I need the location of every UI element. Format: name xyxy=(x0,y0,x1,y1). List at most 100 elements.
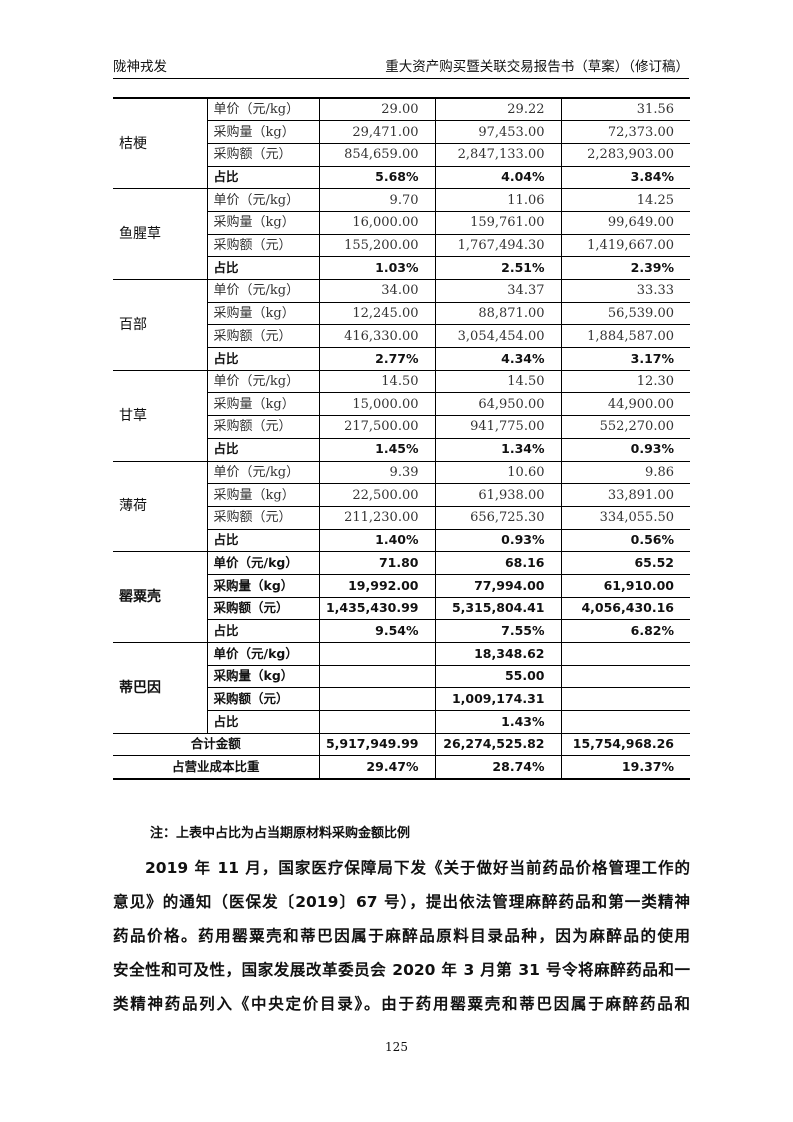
value-cell: 18,348.62 xyxy=(434,642,562,666)
metric-label: 采购量（kg） xyxy=(207,483,320,507)
paragraph-line: 安全性和可及性，国家发展改革委员会 2020 年 3 月第 31 号令将麻醉药品… xyxy=(113,961,690,979)
metric-label: 采购量（kg） xyxy=(207,120,320,144)
table-row: 罂粟壳 单价（元/kg） 71.80 68.16 65.52 xyxy=(113,551,690,643)
value-cell: 1.45% xyxy=(318,437,436,462)
value-cell: 61,910.00 xyxy=(560,573,690,598)
value-cell: 65.52 xyxy=(560,551,690,575)
metric-label: 采购额（元） xyxy=(207,687,320,712)
value-cell: 1,884,587.00 xyxy=(560,324,690,349)
metric-label: 占比 xyxy=(207,165,320,190)
value-cell: 56,539.00 xyxy=(560,301,690,326)
value-cell: 9.70 xyxy=(318,188,436,212)
metric-label: 单价（元/kg） xyxy=(206,460,320,485)
metric-label: 采购额（元） xyxy=(207,233,320,258)
value-cell xyxy=(560,710,690,734)
metric-label: 单价（元/kg） xyxy=(206,279,320,303)
value-cell: 155,200.00 xyxy=(318,233,436,258)
value-cell: 14.50 xyxy=(434,369,562,394)
value-cell: 6.82% xyxy=(560,619,690,643)
paragraph-line: 药品价格。药用罂粟壳和蒂巴因属于麻醉品原料目录品种，因为麻醉品的使用 xyxy=(113,927,690,945)
page-number: 125 xyxy=(385,1040,408,1054)
table-row: 采购额（元） 1,435,430.99 5,315,804.41 4,056,430.… xyxy=(113,596,690,621)
value-cell xyxy=(318,664,436,689)
table-row: 占比 9.54% 7.55% 6.82% xyxy=(113,619,690,643)
value-cell: 68.16 xyxy=(434,551,562,575)
metric-label: 占比 xyxy=(207,619,320,643)
value-cell: 3.84% xyxy=(560,165,690,190)
total-label: 占营业成本比重 xyxy=(113,755,320,780)
value-cell: 9.39 xyxy=(318,460,436,485)
table-row: 甘草 单价（元/kg） 14.50 14.50 12.30 xyxy=(113,369,690,462)
value-cell: 55.00 xyxy=(434,664,562,689)
material-name: 桔梗 xyxy=(113,97,208,190)
value-cell: 97,453.00 xyxy=(434,120,562,144)
metric-label: 采购量（kg） xyxy=(207,392,320,417)
metric-label: 采购额（元） xyxy=(207,142,320,167)
metric-label: 单价（元/kg） xyxy=(206,188,320,212)
value-cell: 217,500.00 xyxy=(318,415,436,439)
material-name: 甘草 xyxy=(113,369,208,462)
value-cell: 9.54% xyxy=(318,619,436,643)
value-cell: 29.22 xyxy=(434,97,562,122)
value-cell: 0.93% xyxy=(434,528,562,553)
metric-label: 采购量（kg） xyxy=(207,301,320,326)
total-value: 15,754,968.26 xyxy=(560,732,690,757)
table-row: 采购额（元） 854,659.00 2,847,133.00 2,283,903.00 xyxy=(113,142,690,167)
value-cell: 5.68% xyxy=(318,165,436,190)
value-cell: 29,471.00 xyxy=(318,120,436,144)
value-cell: 4,056,430.16 xyxy=(560,596,690,621)
header-company: 陇神戎发 xyxy=(113,59,167,75)
value-cell: 0.56% xyxy=(560,528,690,553)
metric-label: 占比 xyxy=(207,528,320,553)
table-row: 占比 1.03% 2.51% 2.39% xyxy=(113,256,690,280)
table-row: 蒂巴因 单价（元/kg） 18,348.62 xyxy=(113,642,690,734)
value-cell: 4.04% xyxy=(434,165,562,190)
value-cell: 19,992.00 xyxy=(318,573,436,598)
value-cell: 552,270.00 xyxy=(560,415,690,439)
table-row: 占比 1.40% 0.93% 0.56% xyxy=(113,528,690,553)
metric-label: 采购额（元） xyxy=(207,505,320,530)
value-cell: 33.33 xyxy=(560,279,690,303)
value-cell: 159,761.00 xyxy=(434,210,562,235)
table-row: 薄荷 单价（元/kg） 9.39 10.60 9.86 xyxy=(113,460,690,553)
table-row: 占比 1.45% 1.34% 0.93% xyxy=(113,437,690,462)
value-cell: 99,649.00 xyxy=(560,210,690,235)
total-value: 29.47% xyxy=(318,755,436,780)
table-row: 鱼腥草 单价（元/kg） 9.70 11.06 14.25 xyxy=(113,188,690,280)
metric-label: 采购量（kg） xyxy=(207,210,320,235)
metric-label: 采购额（元） xyxy=(207,596,320,621)
metric-label: 单价（元/kg） xyxy=(206,642,320,666)
total-row: 占营业成本比重 29.47% 28.74% 19.37% xyxy=(113,755,690,780)
table-row: 采购量（kg） 12,245.00 88,871.00 56,539.00 xyxy=(113,301,690,326)
value-cell: 33,891.00 xyxy=(560,483,690,507)
value-cell: 34.37 xyxy=(434,279,562,303)
table-row: 桔梗 单价（元/kg） 29.00 29.22 31.56 xyxy=(113,97,690,190)
value-cell: 14.25 xyxy=(560,188,690,212)
value-cell: 334,055.50 xyxy=(560,505,690,530)
value-cell: 854,659.00 xyxy=(318,142,436,167)
metric-label: 单价（元/kg） xyxy=(206,369,320,394)
table-row: 采购额（元） 211,230.00 656,725.30 334,055.50 xyxy=(113,505,690,530)
value-cell: 2.51% xyxy=(434,256,562,280)
value-cell: 4.34% xyxy=(434,347,562,371)
total-label: 合计金额 xyxy=(113,732,320,757)
material-name: 百部 xyxy=(113,279,208,371)
table-row: 百部 单价（元/kg） 34.00 34.37 33.33 xyxy=(113,279,690,371)
total-value: 28.74% xyxy=(434,755,562,780)
value-cell: 1,767,494.30 xyxy=(434,233,562,258)
total-value: 19.37% xyxy=(560,755,690,780)
metric-label: 单价（元/kg） xyxy=(206,97,320,122)
value-cell: 1.34% xyxy=(434,437,562,462)
value-cell: 2.39% xyxy=(560,256,690,280)
value-cell xyxy=(318,687,436,712)
table-row: 采购量（kg） 55.00 xyxy=(113,664,690,689)
value-cell: 9.86 xyxy=(560,460,690,485)
total-value: 26,274,525.82 xyxy=(434,732,562,757)
metric-label: 采购额（元） xyxy=(207,324,320,349)
table-note: 注：上表中占比为占当期原材料采购金额比例 xyxy=(150,826,411,841)
metric-label: 采购额（元） xyxy=(207,415,320,439)
value-cell: 61,938.00 xyxy=(434,483,562,507)
value-cell: 44,900.00 xyxy=(560,392,690,417)
metric-label: 占比 xyxy=(207,256,320,280)
metric-label: 占比 xyxy=(207,710,320,734)
